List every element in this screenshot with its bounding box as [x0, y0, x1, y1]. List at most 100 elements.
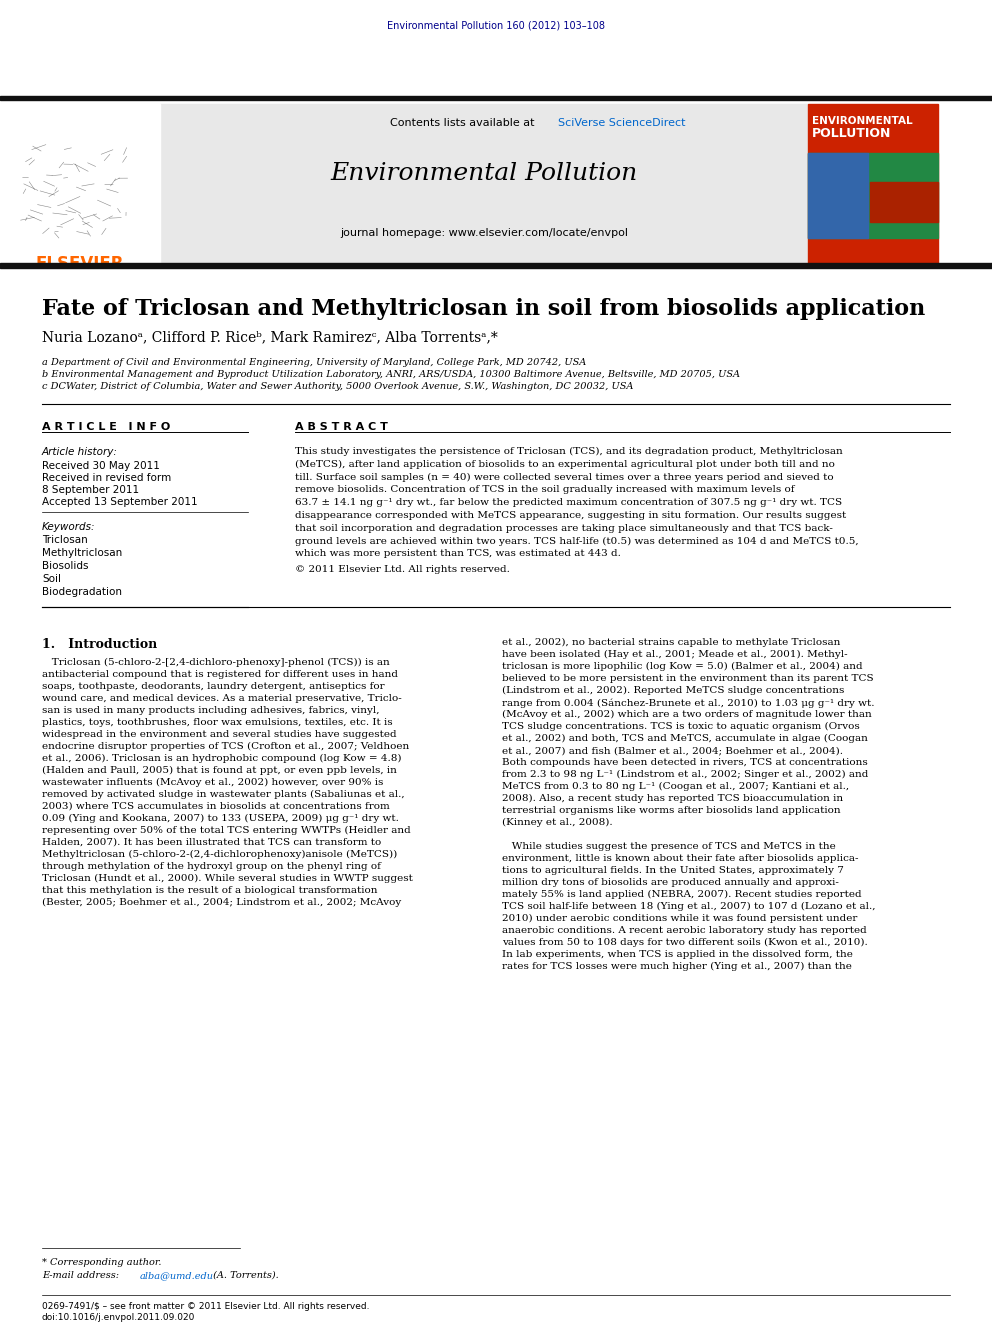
- Text: san is used in many products including adhesives, fabrics, vinyl,: san is used in many products including a…: [42, 706, 380, 714]
- Text: Halden, 2007). It has been illustrated that TCS can transform to: Halden, 2007). It has been illustrated t…: [42, 837, 381, 847]
- Text: (McAvoy et al., 2002) which are a two orders of magnitude lower than: (McAvoy et al., 2002) which are a two or…: [502, 710, 872, 720]
- Text: that soil incorporation and degradation processes are taking place simultaneousl: that soil incorporation and degradation …: [295, 524, 833, 533]
- Text: Accepted 13 September 2011: Accepted 13 September 2011: [42, 497, 197, 507]
- Text: Biosolids: Biosolids: [42, 561, 88, 572]
- Text: values from 50 to 108 days for two different soils (Kwon et al., 2010).: values from 50 to 108 days for two diffe…: [502, 938, 868, 947]
- Text: removed by activated sludge in wastewater plants (Sabaliunas et al.,: removed by activated sludge in wastewate…: [42, 790, 405, 799]
- Text: Environmental Pollution 160 (2012) 103–108: Environmental Pollution 160 (2012) 103–1…: [387, 20, 605, 30]
- Text: which was more persistent than TCS, was estimated at 443 d.: which was more persistent than TCS, was …: [295, 549, 621, 558]
- Text: 8 September 2011: 8 September 2011: [42, 486, 139, 495]
- Text: Triclosan: Triclosan: [42, 534, 87, 545]
- Text: POLLUTION: POLLUTION: [812, 127, 892, 140]
- Text: (Kinney et al., 2008).: (Kinney et al., 2008).: [502, 818, 613, 827]
- Text: terrestrial organisms like worms after biosolids land application: terrestrial organisms like worms after b…: [502, 806, 840, 815]
- Text: remove biosolids. Concentration of TCS in the soil gradually increased with maxi: remove biosolids. Concentration of TCS i…: [295, 486, 795, 495]
- Text: that this methylation is the result of a biological transformation: that this methylation is the result of a…: [42, 886, 378, 894]
- Text: from 2.3 to 98 ng L⁻¹ (Lindstrom et al., 2002; Singer et al., 2002) and: from 2.3 to 98 ng L⁻¹ (Lindstrom et al.,…: [502, 770, 868, 779]
- Text: wastewater influents (McAvoy et al., 2002) however, over 90% is: wastewater influents (McAvoy et al., 200…: [42, 778, 383, 787]
- Text: anaerobic conditions. A recent aerobic laboratory study has reported: anaerobic conditions. A recent aerobic l…: [502, 926, 867, 935]
- Bar: [0, 263, 992, 269]
- Text: b Environmental Management and Byproduct Utilization Laboratory, ANRI, ARS/USDA,: b Environmental Management and Byproduct…: [42, 370, 740, 378]
- Text: plastics, toys, toothbrushes, floor wax emulsions, textiles, etc. It is: plastics, toys, toothbrushes, floor wax …: [42, 718, 393, 728]
- Text: believed to be more persistent in the environment than its parent TCS: believed to be more persistent in the en…: [502, 673, 874, 683]
- Text: et al., 2002), no bacterial strains capable to methylate Triclosan: et al., 2002), no bacterial strains capa…: [502, 638, 840, 647]
- Text: 2008). Also, a recent study has reported TCS bioaccumulation in: 2008). Also, a recent study has reported…: [502, 794, 843, 803]
- Text: c DCWater, District of Columbia, Water and Sewer Authority, 5000 Overlook Avenue: c DCWater, District of Columbia, Water a…: [42, 382, 633, 392]
- Text: Triclosan (Hundt et al., 2000). While several studies in WWTP suggest: Triclosan (Hundt et al., 2000). While se…: [42, 875, 413, 884]
- Text: * Corresponding author.: * Corresponding author.: [42, 1258, 162, 1267]
- Bar: [808, 153, 868, 238]
- Text: (Halden and Paull, 2005) that is found at ppt, or even ppb levels, in: (Halden and Paull, 2005) that is found a…: [42, 766, 397, 775]
- Text: MeTCS from 0.3 to 80 ng L⁻¹ (Coogan et al., 2007; Kantiani et al.,: MeTCS from 0.3 to 80 ng L⁻¹ (Coogan et a…: [502, 782, 849, 791]
- Text: SciVerse ScienceDirect: SciVerse ScienceDirect: [558, 118, 685, 128]
- Text: 1.   Introduction: 1. Introduction: [42, 638, 158, 651]
- Text: et al., 2006). Triclosan is an hydrophobic compound (log Kow = 4.8): et al., 2006). Triclosan is an hydrophob…: [42, 754, 402, 763]
- Text: In lab experiments, when TCS is applied in the dissolved form, the: In lab experiments, when TCS is applied …: [502, 950, 853, 959]
- Text: soaps, toothpaste, deodorants, laundry detergent, antiseptics for: soaps, toothpaste, deodorants, laundry d…: [42, 681, 385, 691]
- Text: 2003) where TCS accumulates in biosolids at concentrations from: 2003) where TCS accumulates in biosolids…: [42, 802, 390, 811]
- Text: While studies suggest the presence of TCS and MeTCS in the: While studies suggest the presence of TC…: [502, 841, 835, 851]
- Text: Soil: Soil: [42, 574, 61, 583]
- Text: Methyltriclosan (5-chloro-2-(2,4-dichlorophenoxy)anisole (MeTCS)): Methyltriclosan (5-chloro-2-(2,4-dichlor…: [42, 849, 397, 859]
- Text: (MeTCS), after land application of biosolids to an experimental agricultural plo: (MeTCS), after land application of bioso…: [295, 460, 835, 468]
- Bar: [808, 153, 938, 238]
- Text: A B S T R A C T: A B S T R A C T: [295, 422, 388, 433]
- Text: representing over 50% of the total TCS entering WWTPs (Heidler and: representing over 50% of the total TCS e…: [42, 826, 411, 835]
- Text: Triclosan (5-chloro-2-[2,4-dichloro-phenoxy]-phenol (TCS)) is an: Triclosan (5-chloro-2-[2,4-dichloro-phen…: [42, 658, 390, 667]
- Text: Methyltriclosan: Methyltriclosan: [42, 548, 122, 558]
- Text: tions to agricultural fields. In the United States, approximately 7: tions to agricultural fields. In the Uni…: [502, 867, 844, 875]
- Text: widespread in the environment and several studies have suggested: widespread in the environment and severa…: [42, 730, 397, 740]
- Text: till. Surface soil samples (n = 40) were collected several times over a three ye: till. Surface soil samples (n = 40) were…: [295, 472, 833, 482]
- Text: Nuria Lozanoᵃ, Clifford P. Riceᵇ, Mark Ramirezᶜ, Alba Torrentsᵃ,*: Nuria Lozanoᵃ, Clifford P. Riceᵇ, Mark R…: [42, 329, 498, 344]
- Text: Biodegradation: Biodegradation: [42, 587, 122, 597]
- Text: TCS soil half-life between 18 (Ying et al., 2007) to 107 d (Lozano et al.,: TCS soil half-life between 18 (Ying et a…: [502, 902, 876, 912]
- Text: Fate of Triclosan and Methyltriclosan in soil from biosolids application: Fate of Triclosan and Methyltriclosan in…: [42, 298, 926, 320]
- Text: (Bester, 2005; Boehmer et al., 2004; Lindstrom et al., 2002; McAvoy: (Bester, 2005; Boehmer et al., 2004; Lin…: [42, 898, 401, 908]
- Text: disappearance corresponded with MeTCS appearance, suggesting in situ formation. : disappearance corresponded with MeTCS ap…: [295, 511, 846, 520]
- Text: endocrine disruptor properties of TCS (Crofton et al., 2007; Veldhoen: endocrine disruptor properties of TCS (C…: [42, 742, 410, 751]
- Text: ENVIRONMENTAL: ENVIRONMENTAL: [812, 116, 913, 126]
- Text: 0269-7491/$ – see front matter © 2011 Elsevier Ltd. All rights reserved.: 0269-7491/$ – see front matter © 2011 El…: [42, 1302, 369, 1311]
- Text: alba@umd.edu: alba@umd.edu: [140, 1271, 214, 1279]
- Text: E-mail address:: E-mail address:: [42, 1271, 122, 1279]
- Text: A R T I C L E   I N F O: A R T I C L E I N F O: [42, 422, 171, 433]
- Text: antibacterial compound that is registered for different uses in hand: antibacterial compound that is registere…: [42, 669, 398, 679]
- Text: Received 30 May 2011: Received 30 May 2011: [42, 460, 160, 471]
- Bar: [808, 105, 938, 265]
- Text: range from 0.004 (Sánchez-Brunete et al., 2010) to 1.03 μg g⁻¹ dry wt.: range from 0.004 (Sánchez-Brunete et al.…: [502, 699, 875, 708]
- Text: ground levels are achieved within two years. TCS half-life (t0.5) was determined: ground levels are achieved within two ye…: [295, 537, 859, 545]
- Text: ELSEVIER: ELSEVIER: [36, 255, 124, 273]
- Text: environment, little is known about their fate after biosolids applica-: environment, little is known about their…: [502, 855, 858, 863]
- Text: (A. Torrents).: (A. Torrents).: [210, 1271, 279, 1279]
- Text: mately 55% is land applied (NEBRA, 2007). Recent studies reported: mately 55% is land applied (NEBRA, 2007)…: [502, 890, 862, 900]
- Bar: [160, 105, 808, 265]
- Text: Both compounds have been detected in rivers, TCS at concentrations: Both compounds have been detected in riv…: [502, 758, 868, 767]
- Text: 2010) under aerobic conditions while it was found persistent under: 2010) under aerobic conditions while it …: [502, 914, 857, 923]
- Text: a Department of Civil and Environmental Engineering, University of Maryland, Col: a Department of Civil and Environmental …: [42, 359, 586, 366]
- Text: (Lindstrom et al., 2002). Reported MeTCS sludge concentrations: (Lindstrom et al., 2002). Reported MeTCS…: [502, 687, 844, 695]
- Text: Contents lists available at: Contents lists available at: [390, 118, 538, 128]
- Text: triclosan is more lipophilic (log Kow = 5.0) (Balmer et al., 2004) and: triclosan is more lipophilic (log Kow = …: [502, 662, 863, 671]
- Text: et al., 2002) and both, TCS and MeTCS, accumulate in algae (Coogan: et al., 2002) and both, TCS and MeTCS, a…: [502, 734, 868, 744]
- Text: million dry tons of biosolids are produced annually and approxi-: million dry tons of biosolids are produc…: [502, 878, 839, 886]
- Bar: [18, 124, 143, 239]
- Bar: [870, 183, 938, 222]
- Text: TCS sludge concentrations. TCS is toxic to aquatic organism (Orvos: TCS sludge concentrations. TCS is toxic …: [502, 722, 860, 732]
- Text: wound care, and medical devices. As a material preservative, Triclo-: wound care, and medical devices. As a ma…: [42, 695, 402, 703]
- Text: 63.7 ± 14.1 ng g⁻¹ dry wt., far below the predicted maximum concentration of 307: 63.7 ± 14.1 ng g⁻¹ dry wt., far below th…: [295, 499, 842, 507]
- Text: through methylation of the hydroxyl group on the phenyl ring of: through methylation of the hydroxyl grou…: [42, 863, 381, 871]
- Text: Article history:: Article history:: [42, 447, 118, 456]
- Bar: [0, 105, 160, 265]
- Text: et al., 2007) and fish (Balmer et al., 2004; Boehmer et al., 2004).: et al., 2007) and fish (Balmer et al., 2…: [502, 746, 843, 755]
- Text: © 2011 Elsevier Ltd. All rights reserved.: © 2011 Elsevier Ltd. All rights reserved…: [295, 565, 510, 574]
- Text: Environmental Pollution: Environmental Pollution: [330, 161, 638, 185]
- Text: have been isolated (Hay et al., 2001; Meade et al., 2001). Methyl-: have been isolated (Hay et al., 2001; Me…: [502, 650, 847, 659]
- Text: doi:10.1016/j.envpol.2011.09.020: doi:10.1016/j.envpol.2011.09.020: [42, 1312, 195, 1322]
- Text: This study investigates the persistence of Triclosan (TCS), and its degradation : This study investigates the persistence …: [295, 447, 843, 456]
- Text: journal homepage: www.elsevier.com/locate/envpol: journal homepage: www.elsevier.com/locat…: [340, 228, 628, 238]
- Text: 0.09 (Ying and Kookana, 2007) to 133 (USEPA, 2009) μg g⁻¹ dry wt.: 0.09 (Ying and Kookana, 2007) to 133 (US…: [42, 814, 399, 823]
- Text: rates for TCS losses were much higher (Ying et al., 2007) than the: rates for TCS losses were much higher (Y…: [502, 962, 852, 971]
- Bar: [0, 97, 992, 101]
- Text: Keywords:: Keywords:: [42, 523, 95, 532]
- Text: Received in revised form: Received in revised form: [42, 474, 172, 483]
